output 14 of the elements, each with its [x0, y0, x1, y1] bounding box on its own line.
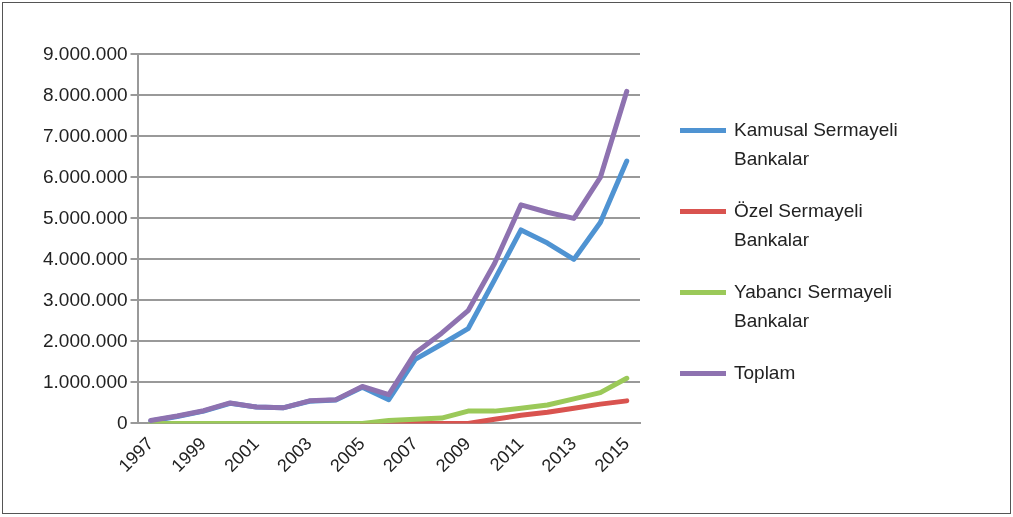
y-tick-label: 8.000.000	[42, 83, 128, 105]
legend-label: Kamusal Sermayeli Bankalar	[734, 118, 899, 171]
legend-label: Yabancı Sermayeli Bankalar	[734, 280, 894, 333]
y-tick-label: 7.000.000	[42, 124, 128, 146]
legend-label: Toplam	[734, 361, 796, 385]
y-tick-label: 0	[116, 411, 128, 433]
y-tick-label: 2.000.000	[42, 329, 128, 351]
y-tick-label: 4.000.000	[42, 247, 128, 269]
y-tick-label: 5.000.000	[42, 206, 128, 228]
y-tick-label: 9.000.000	[42, 42, 128, 64]
legend-label: Özel Sermayeli Bankalar	[734, 199, 864, 252]
y-tick-label: 3.000.000	[42, 288, 128, 310]
y-tick-label: 6.000.000	[42, 165, 128, 187]
y-tick-label: 1.000.000	[42, 370, 128, 392]
